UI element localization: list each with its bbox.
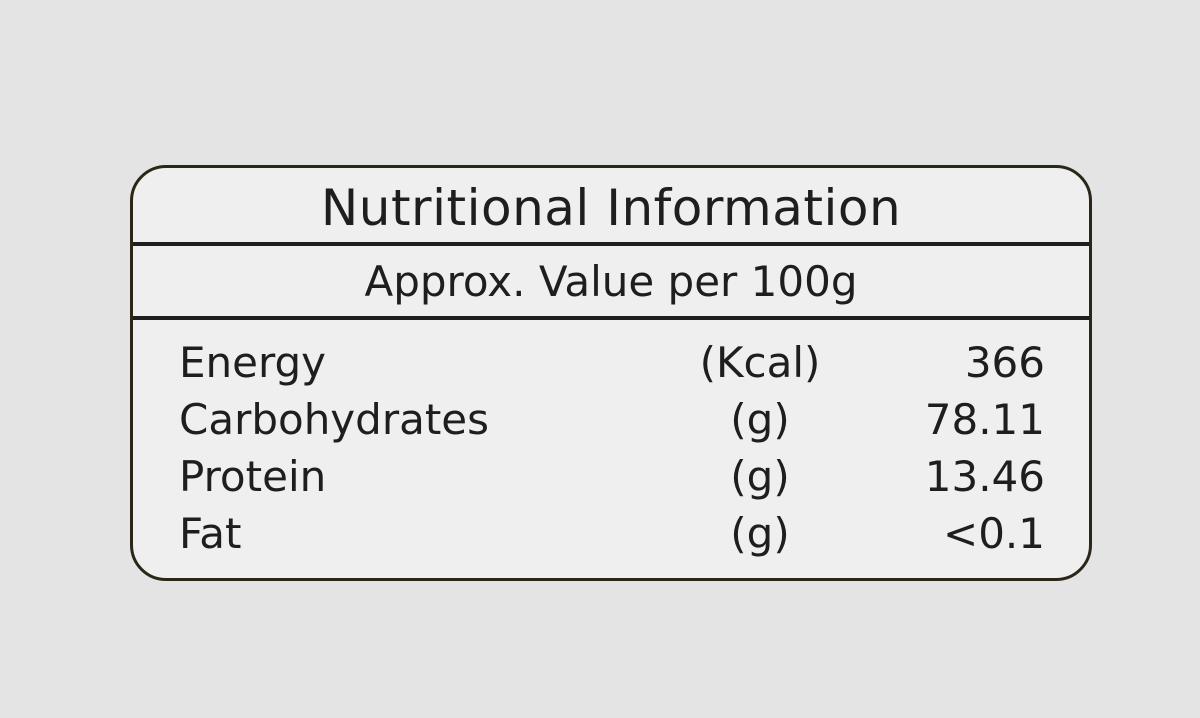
- label-subtitle: Approx. Value per 100g: [133, 246, 1089, 320]
- nutrient-table: Energy (Kcal) 366 Carbohydrates (g) 78.1…: [133, 320, 1089, 562]
- nutrient-row-protein: Protein (g) 13.46: [133, 448, 1089, 505]
- nutrient-name: Protein: [179, 452, 327, 501]
- nutrition-label: Nutritional Information Approx. Value pe…: [130, 165, 1092, 581]
- nutrient-name: Fat: [179, 509, 242, 558]
- nutrient-unit: (g): [730, 395, 790, 444]
- nutrient-value: 366: [964, 338, 1045, 387]
- nutrient-unit: (Kcal): [699, 338, 821, 387]
- nutrient-row-fat: Fat (g) <0.1: [133, 505, 1089, 562]
- nutrient-value: 78.11: [924, 395, 1045, 444]
- nutrient-row-carbohydrates: Carbohydrates (g) 78.11: [133, 391, 1089, 448]
- nutrient-value: <0.1: [943, 509, 1045, 558]
- nutrient-unit: (g): [730, 509, 790, 558]
- nutrient-value: 13.46: [924, 452, 1045, 501]
- label-title: Nutritional Information: [133, 168, 1089, 246]
- nutrient-name: Energy: [179, 338, 327, 387]
- nutrient-name: Carbohydrates: [179, 395, 490, 444]
- nutrient-unit: (g): [730, 452, 790, 501]
- nutrient-row-energy: Energy (Kcal) 366: [133, 334, 1089, 391]
